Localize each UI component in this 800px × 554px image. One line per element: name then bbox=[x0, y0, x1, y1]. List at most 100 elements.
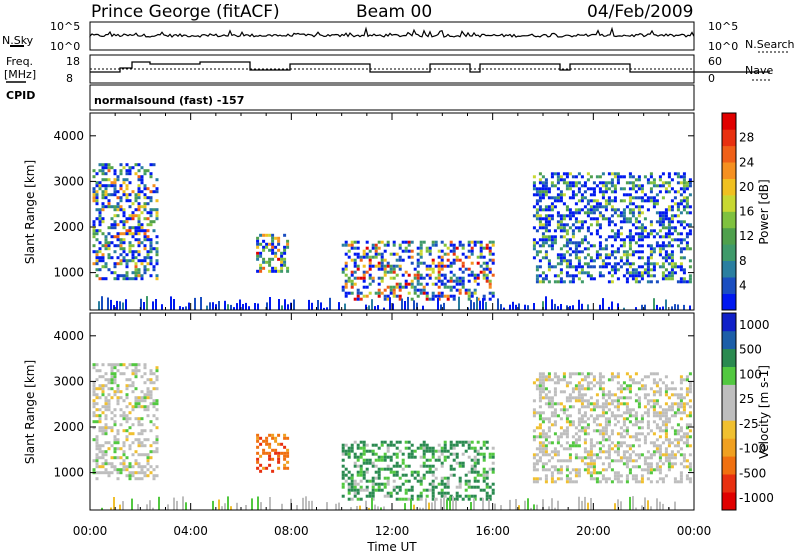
echo-cell bbox=[565, 241, 569, 245]
echo-cell bbox=[488, 267, 492, 271]
echo-cell bbox=[547, 396, 551, 400]
echo-cell bbox=[113, 441, 117, 445]
echo-cell bbox=[562, 390, 566, 394]
echo-cell bbox=[577, 387, 581, 391]
echo-cell bbox=[577, 172, 581, 176]
echo-cell bbox=[287, 304, 289, 310]
echo-cell bbox=[131, 363, 135, 367]
echo-cell bbox=[598, 265, 602, 269]
echo-cell bbox=[413, 273, 417, 277]
echo-cell bbox=[652, 411, 656, 415]
echo-cell bbox=[670, 250, 674, 254]
echo-cell bbox=[491, 258, 495, 262]
echo-cell bbox=[625, 474, 629, 478]
echo-cell bbox=[104, 426, 108, 430]
echo-cell bbox=[637, 420, 641, 424]
echo-cell bbox=[374, 243, 378, 247]
echo-cell bbox=[604, 423, 608, 427]
echo-cell bbox=[467, 273, 471, 277]
echo-cell bbox=[634, 241, 638, 245]
echo-cell bbox=[125, 393, 129, 397]
echo-cell bbox=[571, 265, 575, 269]
echo-cell bbox=[134, 274, 138, 278]
colorbar-tick-label: 16 bbox=[739, 205, 754, 219]
echo-cell bbox=[122, 411, 126, 415]
echo-cell bbox=[256, 239, 260, 243]
echo-cell bbox=[95, 402, 99, 406]
echo-cell bbox=[583, 450, 587, 454]
echo-cell bbox=[392, 479, 396, 483]
echo-cell bbox=[595, 223, 599, 227]
echo-cell bbox=[443, 446, 447, 450]
echo-cell bbox=[271, 233, 275, 237]
echo-cell bbox=[658, 244, 662, 248]
echo-cell bbox=[262, 439, 266, 443]
echo-cell bbox=[155, 465, 159, 469]
echo-cell bbox=[365, 467, 369, 471]
echo-cell bbox=[655, 193, 659, 197]
echo-cell bbox=[350, 285, 354, 289]
echo-cell bbox=[95, 420, 99, 424]
echo-cell bbox=[574, 250, 578, 254]
echo-cell bbox=[613, 196, 617, 200]
echo-cell bbox=[458, 476, 462, 480]
echo-cell bbox=[259, 233, 263, 237]
echo-cell bbox=[607, 223, 611, 227]
echo-cell bbox=[149, 238, 153, 242]
echo-cell bbox=[571, 190, 575, 194]
echo-cell bbox=[95, 238, 99, 242]
echo-cell bbox=[374, 255, 378, 259]
echo-cell bbox=[98, 369, 102, 373]
echo-cell bbox=[544, 250, 548, 254]
echo-cell bbox=[101, 462, 105, 466]
echo-cell bbox=[649, 456, 653, 460]
echo-cell bbox=[380, 276, 384, 280]
echo-cell bbox=[146, 390, 150, 394]
echo-cell bbox=[476, 440, 480, 444]
echo-cell bbox=[479, 249, 483, 253]
echo-cell bbox=[628, 453, 632, 457]
echo-cell bbox=[134, 450, 138, 454]
echo-cell bbox=[146, 387, 150, 391]
echo-cell bbox=[628, 202, 632, 206]
echo-cell bbox=[491, 240, 495, 244]
echo-cell bbox=[392, 452, 396, 456]
echo-cell bbox=[482, 294, 486, 298]
echo-cell bbox=[551, 299, 553, 310]
echo-cell bbox=[559, 235, 563, 239]
echo-cell bbox=[101, 190, 105, 194]
echo-cell bbox=[110, 184, 114, 188]
echo-cell bbox=[607, 181, 611, 185]
echo-cell bbox=[122, 214, 126, 218]
echo-cell bbox=[652, 444, 656, 448]
echo-cell bbox=[616, 477, 620, 481]
echo-cell bbox=[643, 226, 647, 230]
colorbar-segment bbox=[722, 313, 736, 332]
echo-cell bbox=[613, 187, 617, 191]
echo-cell bbox=[449, 285, 453, 289]
echo-cell bbox=[637, 232, 641, 236]
echo-cell bbox=[467, 455, 471, 459]
echo-cell bbox=[347, 276, 351, 280]
echo-cell bbox=[122, 250, 126, 254]
echo-cell bbox=[682, 405, 686, 409]
echo-cell bbox=[673, 411, 677, 415]
echo-cell bbox=[664, 259, 668, 263]
echo-cell bbox=[538, 199, 542, 203]
echo-cell bbox=[110, 181, 114, 185]
echo-cell bbox=[110, 217, 114, 221]
echo-cell bbox=[649, 453, 653, 457]
echo-cell bbox=[125, 414, 129, 418]
echo-cell bbox=[377, 252, 381, 256]
echo-cell bbox=[685, 223, 689, 227]
echo-cell bbox=[565, 274, 569, 278]
echo-cell bbox=[277, 239, 281, 243]
echo-cell bbox=[131, 217, 135, 221]
echo-cell bbox=[682, 238, 686, 242]
echo-cell bbox=[643, 396, 647, 400]
echo-cell bbox=[268, 248, 272, 252]
echo-cell bbox=[601, 393, 605, 397]
echo-cell bbox=[125, 417, 129, 421]
echo-cell bbox=[113, 366, 117, 370]
echo-cell bbox=[386, 261, 390, 265]
